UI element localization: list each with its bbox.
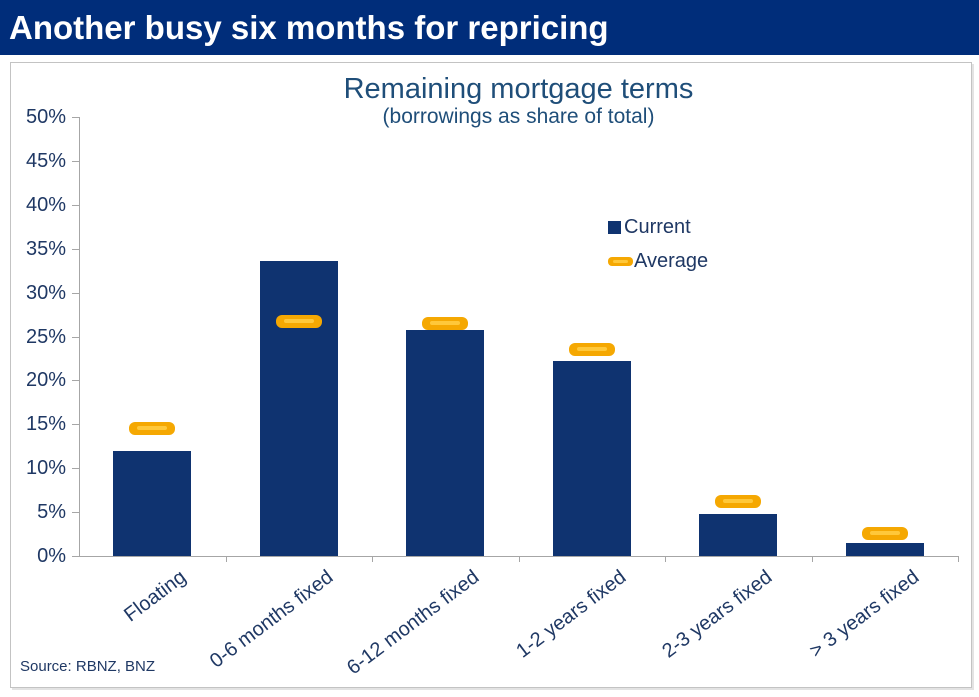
x-tick bbox=[811, 556, 813, 562]
y-tick-label: 25% bbox=[25, 325, 66, 348]
y-tick bbox=[72, 204, 79, 206]
y-tick bbox=[72, 380, 79, 382]
x-tick bbox=[372, 556, 373, 562]
bar-> 3 years fixed bbox=[845, 542, 924, 556]
chart-subtitle: (borrowings as share of total) bbox=[382, 105, 655, 128]
source-note: Source: RBNZ, BNZ bbox=[20, 658, 156, 675]
x-category-label: 0-6 months fixed bbox=[205, 566, 337, 673]
y-tick-label: 10% bbox=[25, 457, 66, 480]
y-tick-label: 45% bbox=[25, 149, 66, 172]
y-tick-label: 40% bbox=[25, 193, 66, 216]
y-tick-label: 0% bbox=[37, 545, 66, 567]
y-tick-label: 30% bbox=[25, 281, 66, 304]
x-category-label: 6-12 months fixed bbox=[343, 566, 484, 680]
x-tick bbox=[225, 556, 227, 562]
chart-panel: Remaining mortgage terms (borrowings as … bbox=[10, 62, 972, 688]
bar-1-2 years fixed bbox=[552, 361, 631, 556]
legend-item-current: Current bbox=[608, 215, 708, 239]
chart-title: Remaining mortgage terms bbox=[343, 73, 694, 105]
y-tick bbox=[72, 468, 79, 470]
x-category-label: 2-3 years fixed bbox=[658, 566, 777, 663]
y-tick-label: 15% bbox=[25, 413, 66, 436]
y-tick-label: 35% bbox=[25, 237, 66, 260]
y-tick bbox=[72, 512, 79, 514]
legend: Current Average bbox=[608, 215, 708, 283]
y-tick bbox=[72, 248, 79, 250]
x-tick bbox=[665, 556, 666, 562]
slide-title: Another busy six months for repricing bbox=[9, 8, 609, 46]
y-tick bbox=[72, 117, 79, 118]
y-tick-label: 50% bbox=[25, 106, 66, 128]
x-tick bbox=[958, 556, 959, 562]
x-category-label: > 3 years fixed bbox=[805, 566, 923, 663]
y-tick-label: 20% bbox=[25, 369, 66, 392]
y-tick-label: 5% bbox=[37, 501, 66, 524]
current-series-swatch-icon bbox=[608, 220, 621, 234]
x-category-label: 1-2 years fixed bbox=[511, 566, 630, 663]
y-tick bbox=[72, 160, 79, 162]
x-tick bbox=[518, 556, 520, 562]
y-axis-line bbox=[79, 117, 80, 557]
bar-2-3 years fixed bbox=[699, 513, 778, 556]
bar-Floating bbox=[113, 450, 192, 556]
y-tick bbox=[72, 424, 79, 426]
legend-label-current: Current bbox=[624, 215, 691, 238]
avg-marker-> 3 years fixed bbox=[861, 526, 908, 540]
y-tick bbox=[72, 336, 79, 338]
avg-marker-0-6 months fixed bbox=[275, 315, 322, 329]
avg-marker-6-12 months fixed bbox=[422, 316, 469, 330]
avg-marker-2-3 years fixed bbox=[715, 495, 762, 509]
bar-0-6 months fixed bbox=[259, 260, 338, 556]
y-tick bbox=[72, 292, 79, 294]
avg-marker-Floating bbox=[129, 422, 176, 436]
legend-label-average: Average bbox=[634, 249, 709, 272]
legend-item-average: Average bbox=[608, 249, 708, 273]
bar-6-12 months fixed bbox=[406, 330, 485, 556]
y-tick bbox=[72, 556, 79, 557]
plot-area: 0% 5% 10% 15% 20% 25% 30% 35% 40% 45% 50% Floating 0… bbox=[11, 63, 971, 687]
chart-title-block: Remaining mortgage terms (borrowings as … bbox=[79, 73, 958, 128]
avg-marker-1-2 years fixed bbox=[568, 343, 615, 357]
slide-title-bar: Another busy six months for repricing bbox=[0, 0, 979, 55]
average-series-swatch-icon bbox=[608, 256, 633, 266]
